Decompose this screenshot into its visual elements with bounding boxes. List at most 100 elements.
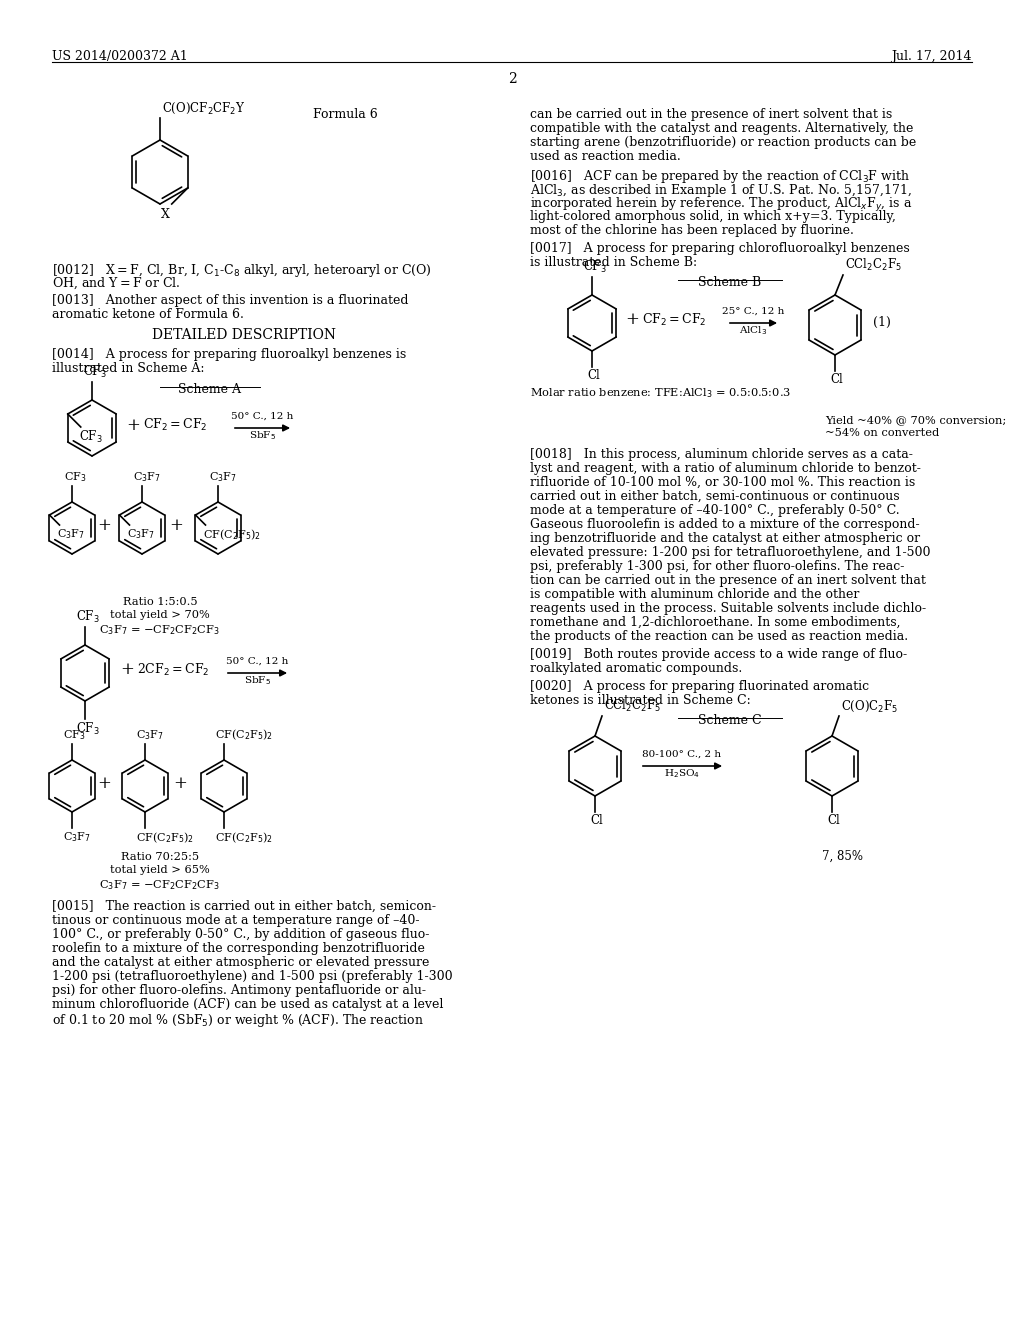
Text: rifluoride of 10-100 mol %, or 30-100 mol %. This reaction is: rifluoride of 10-100 mol %, or 30-100 mo… (530, 477, 915, 488)
Text: 50° C., 12 h: 50° C., 12 h (230, 412, 293, 421)
Text: aromatic ketone of Formula 6.: aromatic ketone of Formula 6. (52, 308, 244, 321)
Text: 100° C., or preferably 0-50° C., by addition of gaseous fluo-: 100° C., or preferably 0-50° C., by addi… (52, 928, 429, 941)
Text: the products of the reaction can be used as reaction media.: the products of the reaction can be used… (530, 630, 908, 643)
Text: total yield > 65%: total yield > 65% (111, 865, 210, 875)
Text: Scheme B: Scheme B (698, 276, 762, 289)
Text: C$_3$F$_7$: C$_3$F$_7$ (209, 470, 237, 484)
Text: tion can be carried out in the presence of an inert solvent that: tion can be carried out in the presence … (530, 574, 926, 587)
Text: Molar ratio benzene: TFE:AlCl$_3$ = 0.5:0.5:0.3: Molar ratio benzene: TFE:AlCl$_3$ = 0.5:… (530, 385, 792, 400)
Text: [0020]   A process for preparing fluorinated aromatic: [0020] A process for preparing fluorinat… (530, 680, 869, 693)
Text: [0014]   A process for preparing fluoroalkyl benzenes is: [0014] A process for preparing fluoroalk… (52, 348, 407, 360)
Text: H$_2$SO$_4$: H$_2$SO$_4$ (664, 767, 700, 780)
Text: and the catalyst at either atmospheric or elevated pressure: and the catalyst at either atmospheric o… (52, 956, 429, 969)
Text: SbF$_5$: SbF$_5$ (244, 675, 270, 686)
Text: C$_3$F$_7$: C$_3$F$_7$ (63, 830, 91, 843)
Text: [0019]   Both routes provide access to a wide range of fluo-: [0019] Both routes provide access to a w… (530, 648, 907, 661)
Text: Cl: Cl (587, 370, 600, 381)
Text: 2: 2 (508, 73, 516, 86)
Text: [0012]   X$=$F, Cl, Br, I, C$_1$-C$_8$ alkyl, aryl, heteroaryl or C(O): [0012] X$=$F, Cl, Br, I, C$_1$-C$_8$ alk… (52, 261, 432, 279)
Text: ing benzotrifluoride and the catalyst at either atmospheric or: ing benzotrifluoride and the catalyst at… (530, 532, 921, 545)
Text: used as reaction media.: used as reaction media. (530, 150, 681, 162)
Text: CF$_3$: CF$_3$ (79, 429, 102, 445)
Text: CF(C$_2$F$_5$)$_2$: CF(C$_2$F$_5$)$_2$ (204, 527, 261, 541)
Text: US 2014/0200372 A1: US 2014/0200372 A1 (52, 50, 187, 63)
Text: CCl$_2$C$_2$F$_5$: CCl$_2$C$_2$F$_5$ (845, 257, 902, 273)
Text: DETAILED DESCRIPTION: DETAILED DESCRIPTION (152, 327, 336, 342)
Text: 2CF$_2$$=$CF$_2$: 2CF$_2$$=$CF$_2$ (137, 661, 210, 678)
Text: C$_3$F$_7$: C$_3$F$_7$ (127, 527, 156, 541)
Text: +: + (97, 775, 111, 792)
Text: C(O)CF$_2$CF$_2$Y: C(O)CF$_2$CF$_2$Y (162, 100, 246, 116)
Text: C$_3$F$_7$ = $-$CF$_2$CF$_2$CF$_3$: C$_3$F$_7$ = $-$CF$_2$CF$_2$CF$_3$ (99, 878, 220, 892)
Text: elevated pressure: 1-200 psi for tetrafluoroethylene, and 1-500: elevated pressure: 1-200 psi for tetrafl… (530, 546, 931, 558)
Text: [0017]   A process for preparing chlorofluoroalkyl benzenes: [0017] A process for preparing chloroflu… (530, 242, 909, 255)
Text: AlCl$_3$, as described in Example 1 of U.S. Pat. No. 5,157,171,: AlCl$_3$, as described in Example 1 of U… (530, 182, 911, 199)
Text: roolefin to a mixture of the corresponding benzotrifluoride: roolefin to a mixture of the correspondi… (52, 942, 425, 954)
Text: CF(C$_2$F$_5$)$_2$: CF(C$_2$F$_5$)$_2$ (215, 830, 273, 845)
Text: CF(C$_2$F$_5$)$_2$: CF(C$_2$F$_5$)$_2$ (136, 830, 195, 845)
Text: [0013]   Another aspect of this invention is a fluorinated: [0013] Another aspect of this invention … (52, 294, 409, 308)
Text: CF$_3$: CF$_3$ (76, 721, 99, 737)
Text: CF$_3$: CF$_3$ (63, 470, 87, 484)
Text: 1-200 psi (tetrafluoroethylene) and 1-500 psi (preferably 1-300: 1-200 psi (tetrafluoroethylene) and 1-50… (52, 970, 453, 983)
Text: AlCl$_3$: AlCl$_3$ (739, 325, 767, 337)
Text: Jul. 17, 2014: Jul. 17, 2014 (892, 50, 972, 63)
Text: Cl: Cl (590, 814, 603, 828)
Text: 80-100° C., 2 h: 80-100° C., 2 h (642, 750, 722, 759)
Text: compatible with the catalyst and reagents. Alternatively, the: compatible with the catalyst and reagent… (530, 121, 913, 135)
Text: +: + (625, 312, 639, 329)
Text: SbF$_5$: SbF$_5$ (249, 429, 275, 442)
Text: CF$_3$: CF$_3$ (63, 729, 86, 742)
Text: [0015]   The reaction is carried out in either batch, semicon-: [0015] The reaction is carried out in ei… (52, 900, 436, 913)
Text: CF$_3$: CF$_3$ (76, 609, 99, 624)
Text: ~54% on converted: ~54% on converted (825, 428, 939, 438)
Text: can be carried out in the presence of inert solvent that is: can be carried out in the presence of in… (530, 108, 892, 121)
Text: roalkylated aromatic compounds.: roalkylated aromatic compounds. (530, 663, 742, 675)
Text: CF$_2$$=$CF$_2$: CF$_2$$=$CF$_2$ (642, 312, 707, 329)
Text: starting arene (benzotrifluoride) or reaction products can be: starting arene (benzotrifluoride) or rea… (530, 136, 916, 149)
Text: C(O)C$_2$F$_5$: C(O)C$_2$F$_5$ (841, 698, 898, 714)
Text: Cl: Cl (830, 374, 843, 385)
Text: tinous or continuous mode at a temperature range of –40-: tinous or continuous mode at a temperatu… (52, 913, 420, 927)
Text: 7, 85%: 7, 85% (822, 850, 863, 863)
Text: CCl$_2$C$_2$F$_5$: CCl$_2$C$_2$F$_5$ (604, 698, 660, 714)
Text: CF$_2$$=$CF$_2$: CF$_2$$=$CF$_2$ (143, 417, 208, 433)
Text: C$_3$F$_7$: C$_3$F$_7$ (133, 470, 161, 484)
Text: Yield ~40% @ 70% conversion;: Yield ~40% @ 70% conversion; (825, 414, 1007, 425)
Text: CF$_3$: CF$_3$ (583, 259, 607, 275)
Text: mode at a temperature of –40-100° C., preferably 0-50° C.: mode at a temperature of –40-100° C., pr… (530, 504, 900, 517)
Text: carried out in either batch, semi-continuous or continuous: carried out in either batch, semi-contin… (530, 490, 900, 503)
Text: ketones is illustrated in Scheme C:: ketones is illustrated in Scheme C: (530, 694, 751, 708)
Text: Scheme C: Scheme C (698, 714, 762, 727)
Text: Ratio 1:5:0.5: Ratio 1:5:0.5 (123, 597, 198, 607)
Text: X: X (161, 209, 170, 220)
Text: +: + (169, 516, 183, 533)
Text: 25° C., 12 h: 25° C., 12 h (722, 308, 784, 315)
Text: incorporated herein by reference. The product, AlCl$_x$F$_y$, is a: incorporated herein by reference. The pr… (530, 195, 912, 214)
Text: 50° C., 12 h: 50° C., 12 h (226, 657, 288, 667)
Text: +: + (126, 417, 140, 433)
Text: C$_3$F$_7$: C$_3$F$_7$ (57, 527, 85, 541)
Text: [0018]   In this process, aluminum chloride serves as a cata-: [0018] In this process, aluminum chlorid… (530, 447, 912, 461)
Text: CF$_3$: CF$_3$ (83, 364, 106, 380)
Text: most of the chlorine has been replaced by fluorine.: most of the chlorine has been replaced b… (530, 224, 854, 238)
Text: romethane and 1,2-dichloroethane. In some embodiments,: romethane and 1,2-dichloroethane. In som… (530, 616, 900, 630)
Text: is illustrated in Scheme B:: is illustrated in Scheme B: (530, 256, 697, 269)
Text: +: + (97, 516, 111, 533)
Text: psi, preferably 1-300 psi, for other fluoro-olefins. The reac-: psi, preferably 1-300 psi, for other flu… (530, 560, 904, 573)
Text: +: + (120, 661, 134, 678)
Text: of 0.1 to 20 mol % (SbF$_5$) or weight % (ACF). The reaction: of 0.1 to 20 mol % (SbF$_5$) or weight %… (52, 1012, 424, 1030)
Text: OH, and Y$=$F or Cl.: OH, and Y$=$F or Cl. (52, 276, 180, 292)
Text: CF(C$_2$F$_5$)$_2$: CF(C$_2$F$_5$)$_2$ (215, 727, 273, 742)
Text: Cl: Cl (827, 814, 840, 828)
Text: Gaseous fluoroolefin is added to a mixture of the correspond-: Gaseous fluoroolefin is added to a mixtu… (530, 517, 920, 531)
Text: reagents used in the process. Suitable solvents include dichlo-: reagents used in the process. Suitable s… (530, 602, 926, 615)
Text: Formula 6: Formula 6 (313, 108, 378, 121)
Text: illustrated in Scheme A:: illustrated in Scheme A: (52, 362, 205, 375)
Text: lyst and reagent, with a ratio of aluminum chloride to benzot-: lyst and reagent, with a ratio of alumin… (530, 462, 921, 475)
Text: C$_3$F$_7$: C$_3$F$_7$ (136, 729, 164, 742)
Text: (1): (1) (873, 315, 891, 329)
Text: is compatible with aluminum chloride and the other: is compatible with aluminum chloride and… (530, 587, 859, 601)
Text: Ratio 70:25:5: Ratio 70:25:5 (121, 851, 199, 862)
Text: psi) for other fluoro-olefins. Antimony pentafluoride or alu-: psi) for other fluoro-olefins. Antimony … (52, 983, 426, 997)
